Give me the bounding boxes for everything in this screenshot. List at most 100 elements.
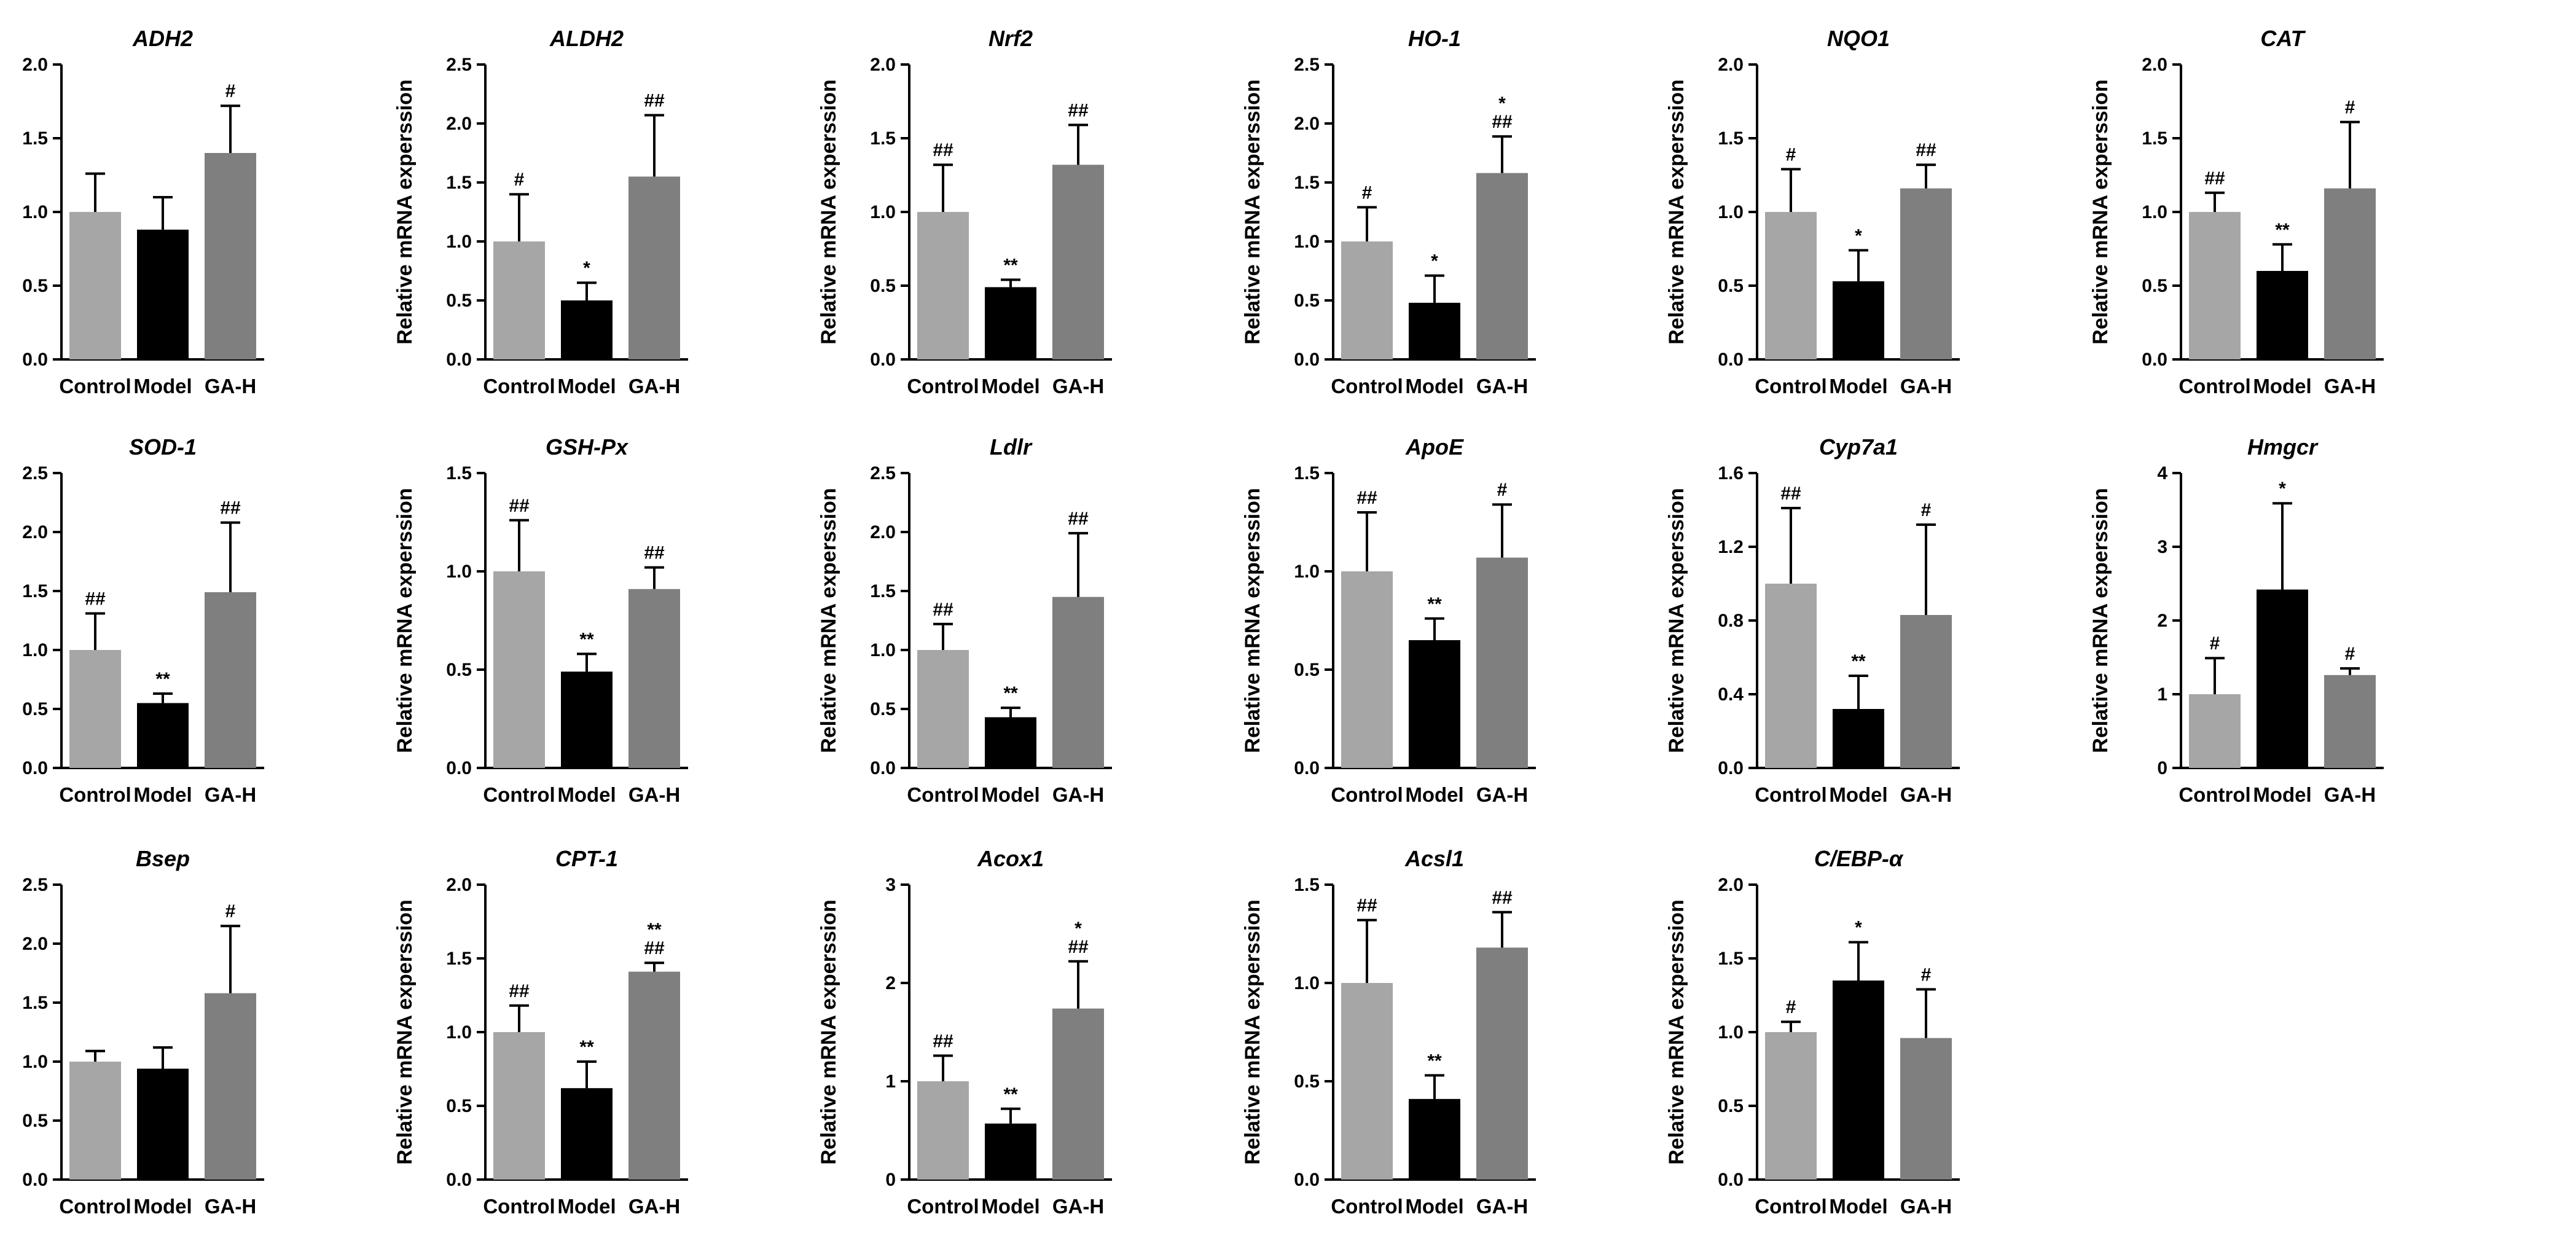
significance-label: ** bbox=[155, 669, 170, 689]
bar-ga-h bbox=[1476, 557, 1528, 768]
y-tick-label: 0.5 bbox=[1294, 291, 1320, 311]
significance-line: ** bbox=[1851, 651, 1866, 671]
significance-label: ## bbox=[1068, 100, 1089, 120]
category-label: GA-H bbox=[205, 1195, 256, 1218]
y-tick-label: 1.0 bbox=[1294, 973, 1320, 993]
category-label: GA-H bbox=[2324, 783, 2376, 806]
y-tick-label: 1.0 bbox=[22, 202, 48, 222]
category-label: GA-H bbox=[1476, 783, 1528, 806]
significance-label: ** bbox=[2275, 220, 2290, 240]
significance-label: # bbox=[1786, 997, 1796, 1017]
bar-ga-h bbox=[1052, 165, 1104, 359]
significance-line: # bbox=[1921, 965, 1932, 985]
category-label: Model bbox=[1829, 375, 1887, 397]
chart-title: C/EBP-α bbox=[1814, 846, 1904, 871]
y-tick-label: 1.5 bbox=[1294, 463, 1320, 483]
significance-label: ** bbox=[1851, 651, 1866, 671]
y-tick-label: 1.0 bbox=[446, 1022, 472, 1043]
significance-line: # bbox=[2345, 98, 2355, 118]
bar-control bbox=[493, 241, 545, 359]
bar-ga-h bbox=[2324, 675, 2376, 768]
bar-model bbox=[1409, 302, 1460, 359]
significance-label: * ## bbox=[1068, 918, 1089, 957]
category-label: Control bbox=[1755, 375, 1826, 397]
bar-model bbox=[2257, 589, 2308, 768]
significance-label: # bbox=[1921, 965, 1932, 985]
category-label: GA-H bbox=[1052, 375, 1104, 397]
significance-line: * bbox=[2279, 479, 2286, 499]
category-label: Model bbox=[1405, 375, 1463, 397]
y-tick-label: 0.0 bbox=[870, 758, 896, 778]
chart-panel-ho-1: HO-1 Relative mRNA experssion 0.0 0.5 1.0 1.5… bbox=[1241, 26, 1536, 397]
y-tick-label: 3 bbox=[2157, 537, 2167, 557]
y-tick-label: 1.0 bbox=[1718, 1022, 1744, 1043]
y-tick-label: 0.5 bbox=[22, 699, 48, 719]
chart-title: GSH-Px bbox=[546, 434, 629, 460]
chart-panel-hmgcr: Hmgcr Relative mRNA experssion 0 1 2 3 4 # Contr… bbox=[2089, 434, 2384, 806]
significance-label: ## bbox=[933, 600, 953, 620]
significance-line: ## bbox=[1916, 140, 1936, 160]
significance-label: # bbox=[1497, 480, 1508, 500]
y-tick-label: 0.5 bbox=[870, 699, 896, 719]
y-axis-label: Relative mRNA experssion bbox=[1665, 488, 1688, 753]
chart-panel-apoe: ApoE Relative mRNA experssion 0.0 0.5 1.0 1.5… bbox=[1241, 434, 1536, 806]
y-tick-label: 0.5 bbox=[1294, 1071, 1320, 1092]
bar-control bbox=[1341, 241, 1393, 359]
y-tick-label: 1.5 bbox=[446, 173, 472, 193]
significance-line: ** bbox=[579, 1037, 594, 1057]
category-label: Control bbox=[1331, 783, 1403, 806]
y-tick-label: 1.5 bbox=[1718, 128, 1744, 149]
significance-line: ## bbox=[1492, 112, 1513, 132]
significance-line: ## bbox=[933, 140, 953, 160]
chart-panel-adh2: ADH2Relative mRNA expression0.00.51.01.5… bbox=[22, 26, 264, 397]
category-label: Control bbox=[483, 783, 555, 806]
bar-ga-h bbox=[1900, 188, 1952, 359]
significance-label: # bbox=[1362, 182, 1372, 203]
significance-line: # bbox=[1786, 997, 1796, 1017]
category-label: Model bbox=[557, 1195, 616, 1218]
significance-line: # bbox=[1921, 500, 1932, 520]
significance-label: ## bbox=[1780, 483, 1801, 504]
significance-label: ** bbox=[1003, 1084, 1018, 1105]
y-tick-label: 0 bbox=[2157, 758, 2167, 778]
y-tick-label: 1.0 bbox=[870, 202, 896, 222]
significance-label: # bbox=[1786, 144, 1796, 165]
chart-panel-aldh2: ALDH2 Relative mRNA experssion 0.0 0.5 1.0 1.… bbox=[393, 26, 688, 397]
significance-label: # bbox=[1921, 500, 1932, 520]
significance-label: ## bbox=[1492, 888, 1513, 908]
significance-line: ## bbox=[509, 981, 530, 1001]
significance-label: ## bbox=[509, 981, 530, 1001]
category-label: GA-H bbox=[2324, 375, 2376, 397]
significance-label: * bbox=[1855, 918, 1862, 938]
category-label: Control bbox=[907, 375, 979, 397]
bar-ga-h bbox=[205, 592, 256, 768]
y-axis-label: Relative mRNA experssion bbox=[1241, 79, 1264, 344]
bar-ga-h bbox=[205, 153, 256, 359]
bar-ga-h bbox=[1900, 615, 1952, 768]
bar-ga-h bbox=[1476, 947, 1528, 1180]
significance-line: # bbox=[2345, 644, 2355, 664]
chart-panel-cyp7a1: Cyp7a1 Relative mRNA experssion 0.0 0.4 0.8 1… bbox=[1665, 434, 1960, 806]
significance-line: ** bbox=[2275, 220, 2290, 240]
y-tick-label: 2.0 bbox=[1718, 875, 1744, 895]
y-tick-label: 2.5 bbox=[870, 463, 896, 483]
significance-line: # bbox=[1497, 480, 1508, 500]
significance-label: ** bbox=[1427, 594, 1442, 614]
y-tick-label: 2.0 bbox=[446, 875, 472, 895]
bar-model bbox=[1409, 640, 1460, 768]
bar-model bbox=[137, 703, 189, 768]
y-axis-label: Relative mRNA experssion bbox=[1241, 899, 1264, 1164]
bar-ga-h bbox=[1476, 173, 1528, 359]
y-tick-label: 1.5 bbox=[1294, 173, 1320, 193]
bar-control bbox=[69, 212, 121, 359]
bar-control bbox=[1765, 1032, 1817, 1180]
category-label: Control bbox=[59, 1195, 131, 1218]
y-axis-label: Relative mRNA experssion bbox=[817, 899, 840, 1164]
significance-line: ** bbox=[1427, 594, 1442, 614]
significance-label: ## bbox=[1357, 896, 1377, 916]
y-tick-label: 1.5 bbox=[22, 128, 48, 149]
significance-line: ## bbox=[644, 938, 665, 958]
y-tick-label: 0.5 bbox=[22, 1111, 48, 1131]
significance-line: ## bbox=[220, 498, 241, 519]
